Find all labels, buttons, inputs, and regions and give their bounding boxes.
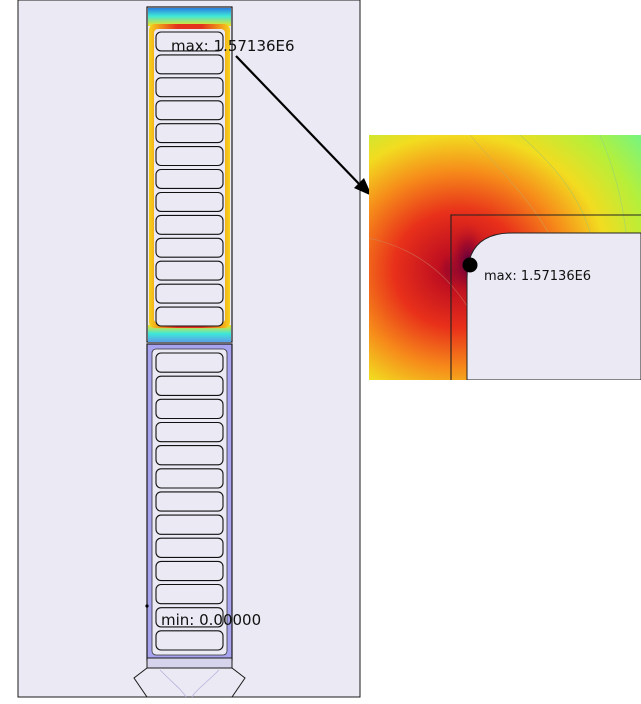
upper-coil-slots xyxy=(155,31,224,327)
upper-coil-slot xyxy=(155,146,224,167)
coil-connector xyxy=(133,657,246,698)
lower-coil-slot xyxy=(155,514,224,535)
upper-coil-slot xyxy=(155,100,224,121)
lower-coil-slot xyxy=(155,468,224,489)
upper-coil-slot xyxy=(155,31,224,52)
lower-coil-slot xyxy=(155,607,224,628)
lower-coil-slot xyxy=(155,352,224,373)
inset-max-label: max: 1.57136E6 xyxy=(484,269,591,284)
lower-coil-slots xyxy=(155,352,224,651)
zoom-arrow-icon xyxy=(235,55,372,196)
max-point-marker-icon xyxy=(462,257,478,273)
upper-coil-slot xyxy=(155,77,224,98)
main-min-label: min: 0.00000 xyxy=(161,611,261,629)
upper-coil-bottom-field xyxy=(148,325,231,342)
lower-coil-slot xyxy=(155,630,224,651)
lower-coil-slot xyxy=(155,398,224,420)
inset-conductor-edge xyxy=(450,214,641,380)
lower-coil-slot xyxy=(155,491,224,512)
main-max-label: max: 1.57136E6 xyxy=(171,37,295,55)
lower-coil-slot xyxy=(155,375,224,396)
lower-coil-slot xyxy=(155,560,224,582)
upper-coil-slot xyxy=(155,214,224,235)
lower-coil xyxy=(146,343,233,661)
lower-coil-slot xyxy=(155,445,224,466)
lower-coil-slot xyxy=(155,421,224,443)
upper-coil-slot xyxy=(155,260,224,281)
upper-coil xyxy=(146,6,233,343)
min-point-marker-icon xyxy=(145,604,149,608)
upper-coil-slot xyxy=(155,191,224,212)
upper-coil-slot xyxy=(155,283,224,304)
upper-coil-slot xyxy=(155,123,224,144)
upper-coil-slot xyxy=(155,54,224,75)
upper-coil-top-field xyxy=(148,8,231,26)
upper-coil-slot xyxy=(155,168,224,189)
inset-slot xyxy=(466,232,641,380)
upper-coil-slot xyxy=(155,306,224,327)
inset-zoom-view xyxy=(369,135,641,380)
lower-coil-slot xyxy=(155,537,224,558)
lower-coil-slot xyxy=(155,583,224,605)
upper-coil-slot xyxy=(155,237,224,258)
